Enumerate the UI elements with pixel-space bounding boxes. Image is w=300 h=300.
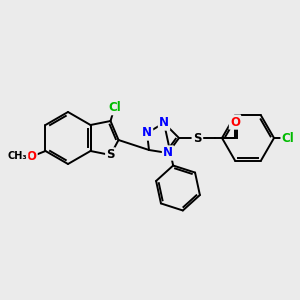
Text: Cl: Cl bbox=[108, 101, 121, 114]
Text: N: N bbox=[159, 116, 169, 130]
Bar bbox=[160, 119, 169, 127]
Bar bbox=[142, 129, 152, 137]
Text: S: S bbox=[193, 131, 201, 145]
Text: N: N bbox=[142, 127, 152, 140]
Text: N: N bbox=[163, 146, 173, 160]
Text: O: O bbox=[230, 116, 240, 128]
Text: O: O bbox=[26, 149, 37, 163]
Bar bbox=[193, 134, 202, 142]
Text: S: S bbox=[106, 148, 115, 161]
Text: Cl: Cl bbox=[282, 131, 294, 145]
Text: CH₃: CH₃ bbox=[8, 151, 27, 161]
Bar bbox=[26, 152, 37, 160]
Bar bbox=[164, 149, 172, 157]
Bar bbox=[230, 118, 240, 126]
Bar bbox=[106, 151, 115, 159]
